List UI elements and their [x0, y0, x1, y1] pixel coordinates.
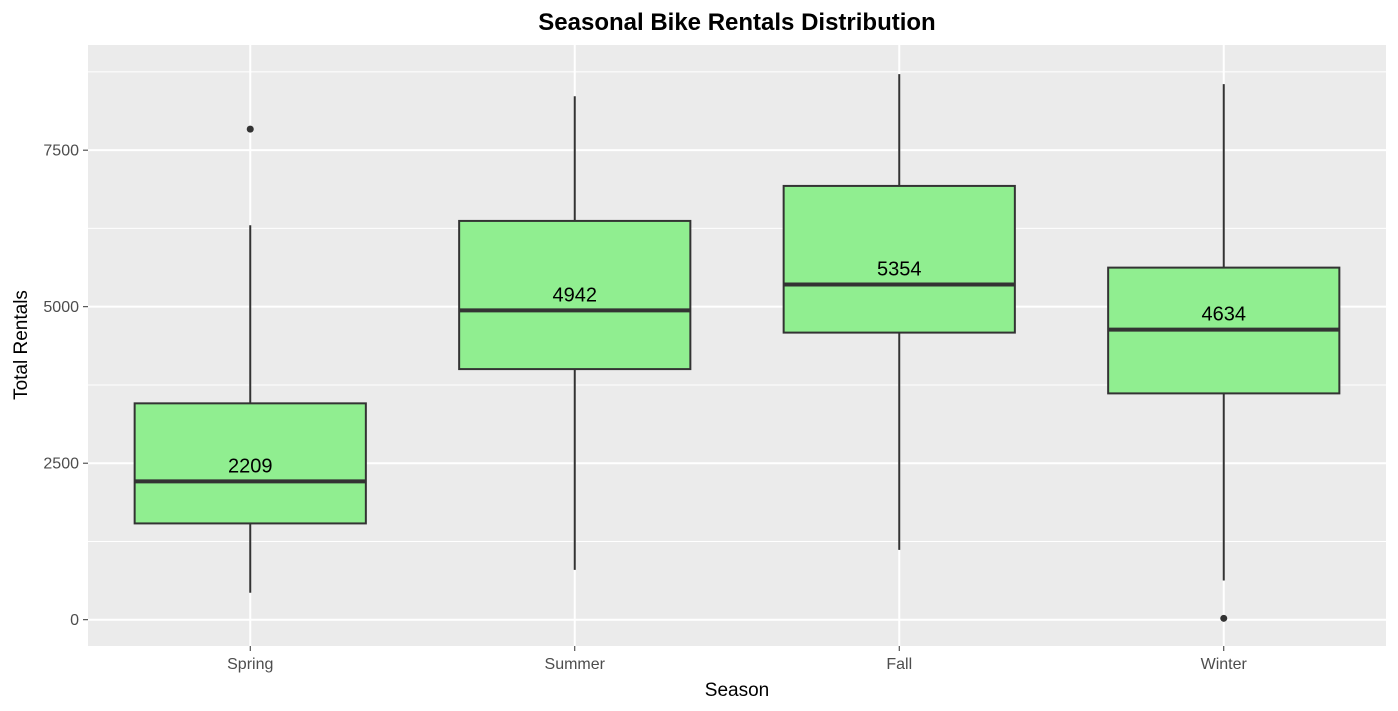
boxes-layer: 2209 4942 5354 4634 [133, 74, 1341, 622]
y-tick-label: 2500 [43, 456, 79, 473]
x-tick-label: Fall [886, 656, 912, 673]
x-tick-label: Spring [227, 656, 273, 673]
box-fall: 5354 [782, 74, 1016, 550]
x-axis: Spring Summer Fall Winter [227, 646, 1248, 673]
iqr-box [782, 184, 1016, 334]
box-winter: 4634 [1107, 84, 1341, 622]
iqr-box [458, 219, 692, 371]
x-axis-title: Season [705, 680, 769, 701]
iqr-box [133, 402, 367, 525]
y-axis: 0 2500 5000 7500 [43, 143, 88, 629]
y-tick-label: 0 [70, 612, 79, 629]
y-axis-title: Total Rentals [11, 290, 32, 400]
chart-title: Seasonal Bike Rentals Distribution [538, 9, 935, 36]
median-label: 4634 [1202, 304, 1247, 326]
median-label: 4942 [553, 284, 598, 306]
box-summer: 4942 [458, 96, 692, 570]
outlier-point [1220, 614, 1228, 622]
box-spring: 2209 [133, 125, 367, 593]
median-label: 5354 [877, 259, 922, 281]
x-tick-label: Summer [545, 656, 606, 673]
x-tick-label: Winter [1201, 656, 1248, 673]
y-tick-label: 5000 [43, 299, 79, 316]
median-label: 2209 [228, 455, 273, 477]
outlier-point [246, 125, 254, 133]
minor-gridlines [88, 71, 1386, 542]
y-tick-label: 7500 [43, 143, 79, 160]
